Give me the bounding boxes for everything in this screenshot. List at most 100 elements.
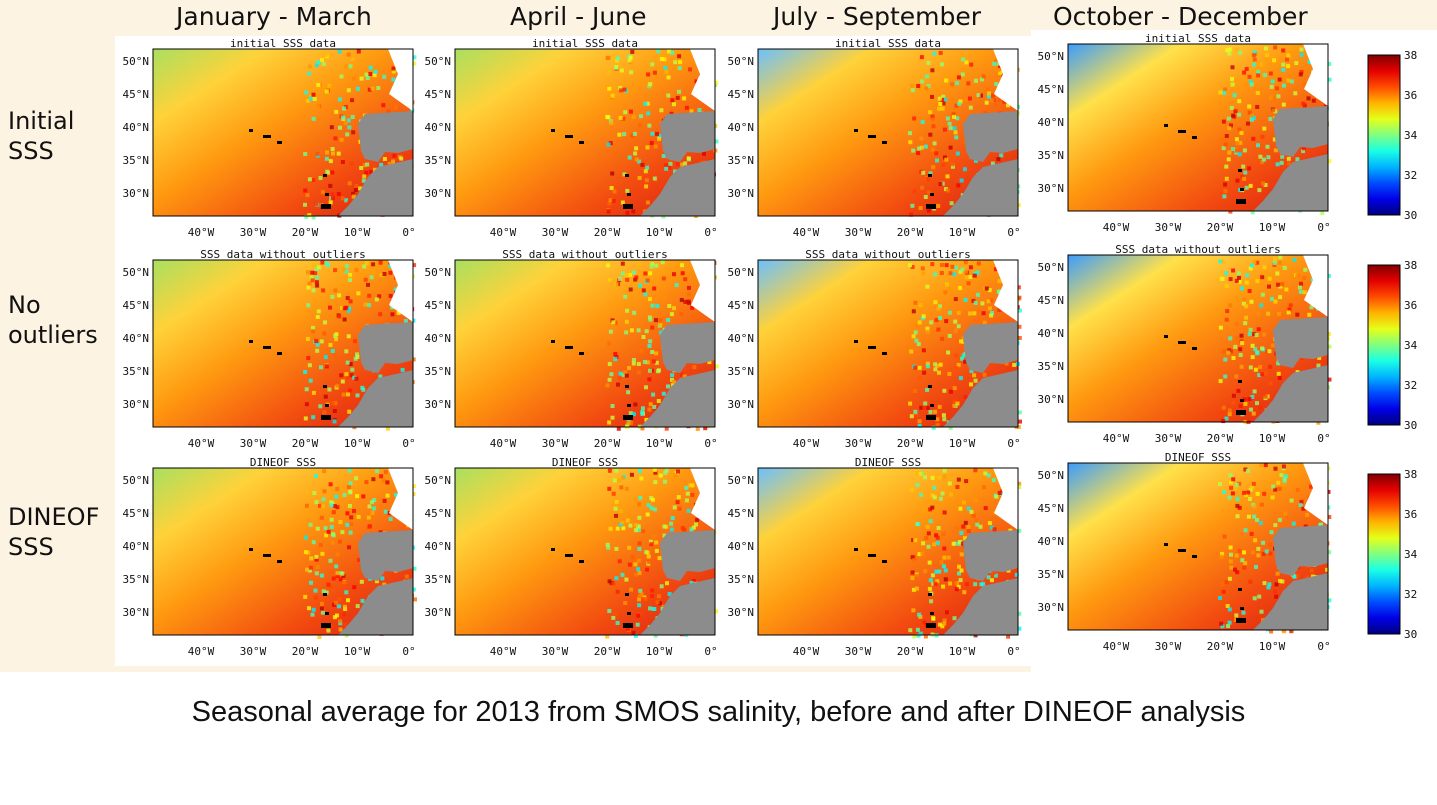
noise-pixel (941, 413, 946, 418)
noise-pixel (640, 410, 645, 415)
noise-pixel (636, 328, 641, 333)
noise-pixel (1261, 181, 1265, 186)
noise-pixel (616, 382, 620, 387)
noise-pixel (1273, 45, 1278, 50)
noise-pixel (608, 526, 613, 531)
map-svg: SSS data without outliers50°N45°N40°N35°… (425, 248, 719, 450)
noise-pixel (371, 270, 376, 275)
map-frame (757, 467, 1019, 636)
noise-pixel (678, 60, 683, 65)
noise-pixel (349, 161, 354, 166)
noise-pixel (1229, 552, 1233, 557)
noise-pixel (1295, 312, 1300, 317)
noise-pixel (611, 320, 616, 325)
noise-pixel (1258, 405, 1262, 410)
noise-pixel (359, 579, 364, 584)
noise-pixel (324, 590, 329, 595)
noise-pixel (951, 541, 956, 546)
noise-pixel (411, 587, 416, 592)
noise-pixel (955, 401, 960, 406)
noise-pixel (943, 577, 948, 582)
noise-pixel (348, 388, 353, 393)
lon-tick-label: 20°W (1207, 221, 1234, 234)
noise-pixel (1268, 381, 1273, 386)
noise-pixel (948, 581, 953, 586)
noise-pixel (1230, 65, 1235, 70)
noise-pixel (670, 383, 675, 388)
noise-pixel (690, 483, 695, 488)
noise-pixel (367, 524, 372, 529)
noise-pixel (303, 188, 308, 193)
noise-pixel (618, 115, 623, 120)
noise-pixel (1233, 486, 1238, 491)
noise-pixel (973, 498, 978, 503)
noise-pixel (647, 123, 652, 128)
noise-pixel (991, 571, 996, 575)
noise-pixel (671, 379, 676, 384)
noise-pixel (1235, 178, 1240, 183)
noise-pixel (642, 359, 647, 364)
noise-pixel (304, 402, 309, 407)
noise-pixel (1247, 496, 1252, 501)
island (1240, 399, 1244, 402)
noise-pixel (1255, 279, 1260, 283)
noise-pixel (930, 117, 935, 122)
noise-pixel (615, 621, 620, 625)
noise-pixel (1234, 322, 1239, 327)
noise-pixel (333, 333, 338, 338)
land-africa (640, 370, 715, 427)
noise-pixel (930, 475, 935, 480)
noise-pixel (939, 271, 944, 275)
noise-pixel (645, 550, 650, 555)
noise-pixel (911, 148, 916, 153)
noise-pixel (631, 114, 636, 119)
noise-pixel (1238, 404, 1243, 408)
noise-pixel (938, 102, 943, 106)
noise-pixel (964, 582, 969, 587)
noise-pixel (329, 623, 334, 628)
noise-pixel (1002, 99, 1007, 104)
noise-pixel (910, 576, 915, 581)
noise-pixel (1262, 126, 1267, 131)
island (277, 352, 282, 355)
noise-pixel (1320, 210, 1325, 215)
noise-pixel (975, 270, 980, 275)
noise-pixel (362, 163, 367, 168)
noise-pixel (979, 93, 983, 98)
noise-pixel (1270, 79, 1275, 84)
noise-pixel (620, 271, 625, 276)
noise-pixel (1255, 518, 1259, 522)
noise-pixel (944, 319, 949, 324)
noise-pixel (989, 98, 994, 103)
noise-pixel (923, 401, 928, 406)
noise-pixel (648, 82, 653, 87)
noise-pixel (612, 478, 617, 483)
noise-pixel (1278, 284, 1283, 289)
noise-pixel (607, 377, 612, 382)
noise-pixel (412, 55, 417, 60)
noise-pixel (652, 607, 657, 611)
noise-pixel (972, 273, 977, 278)
map-title: SSS data without outliers (1115, 243, 1281, 256)
noise-pixel (636, 524, 641, 529)
noise-pixel (332, 409, 337, 413)
noise-pixel (620, 520, 625, 525)
noise-pixel (683, 161, 688, 166)
noise-pixel (344, 372, 349, 377)
noise-pixel (933, 300, 938, 305)
noise-pixel (1258, 154, 1263, 159)
noise-pixel (626, 627, 631, 631)
noise-pixel (335, 574, 340, 579)
map-title: DINEOF SSS (250, 456, 316, 469)
noise-pixel (964, 479, 969, 484)
noise-pixel (937, 370, 941, 375)
noise-pixel (1223, 182, 1228, 187)
noise-pixel (314, 267, 319, 272)
noise-pixel (622, 172, 627, 177)
noise-pixel (646, 111, 651, 116)
noise-pixel (976, 93, 981, 98)
noise-pixel (661, 391, 666, 396)
noise-pixel (627, 562, 632, 567)
noise-pixel (323, 394, 328, 399)
noise-pixel (654, 318, 658, 323)
